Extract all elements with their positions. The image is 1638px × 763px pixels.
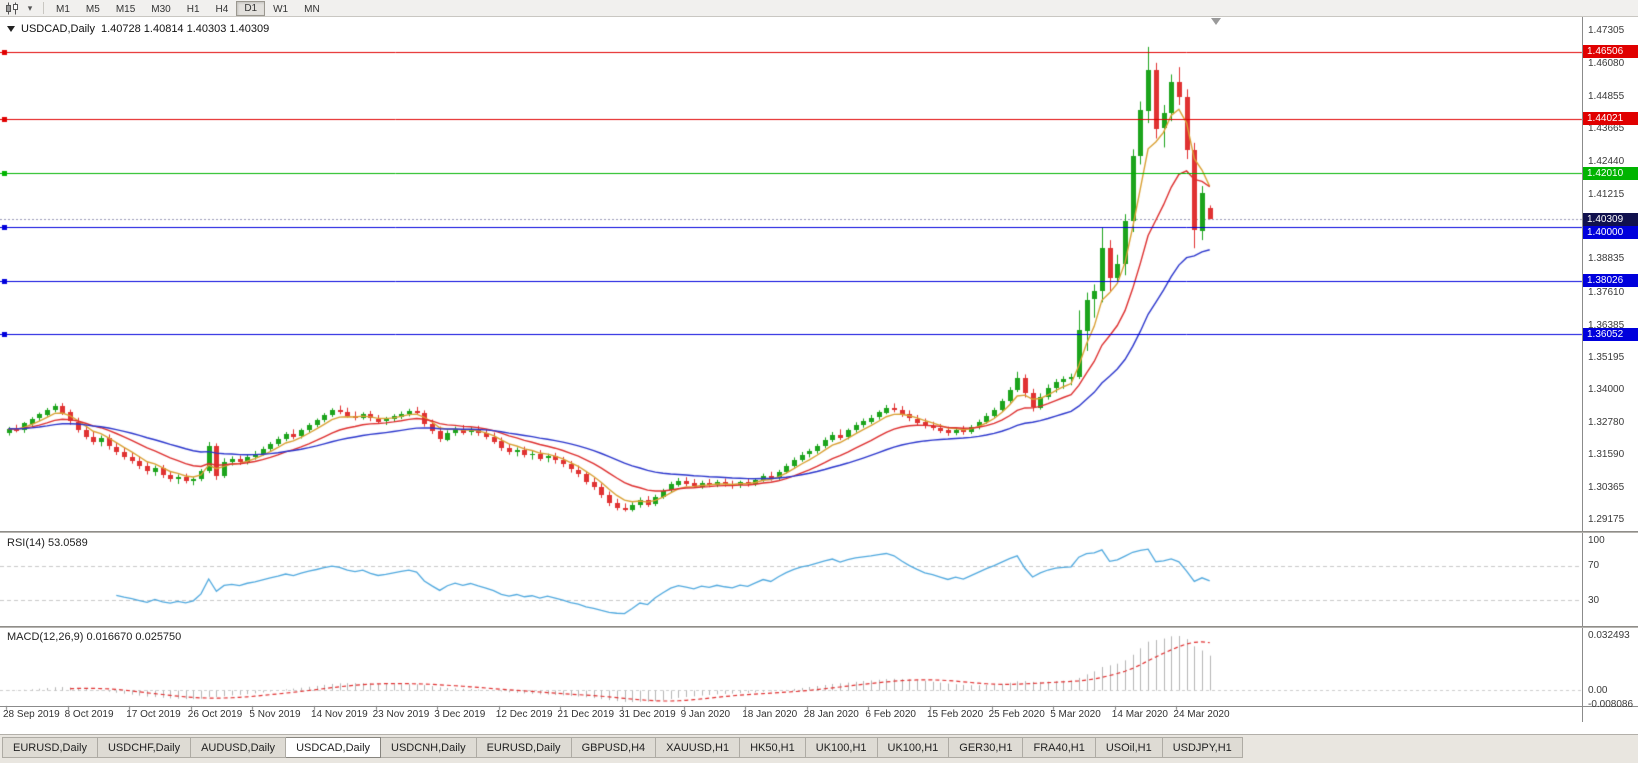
chart-tabbar: EURUSD,Daily USDCHF,Daily AUDUSD,Daily USDC… xyxy=(0,734,1638,763)
timeframe-button-mn[interactable]: MN xyxy=(304,3,320,15)
time-axis-label: 25 Feb 2020 xyxy=(988,709,1045,720)
timeframe-button-m1[interactable]: M1 xyxy=(56,3,70,15)
chart-tab[interactable]: AUDUSD,Daily xyxy=(191,737,287,758)
time-axis-label: 5 Mar 2020 xyxy=(1050,709,1101,720)
chart-header: USDCAD,Daily 1.40728 1.40814 1.40303 1.4… xyxy=(7,23,269,35)
time-axis-label: 14 Mar 2020 xyxy=(1111,709,1168,720)
price-axis-label: 1.31590 xyxy=(1588,449,1625,461)
price-level-badge: 1.46506 xyxy=(1583,45,1638,59)
chart-tab[interactable]: XAUUSD,H1 xyxy=(656,737,741,758)
timeframe-button-m15[interactable]: M15 xyxy=(115,3,136,15)
chart-tab[interactable]: USOil,H1 xyxy=(1095,737,1163,758)
chart-symbol-period: USDCAD,Daily xyxy=(21,23,95,35)
price-axis-label: 1.32780 xyxy=(1588,417,1625,429)
time-axis-label: 21 Dec 2019 xyxy=(557,709,615,720)
time-axis-label: 26 Oct 2019 xyxy=(187,709,243,720)
time-axis-label: 28 Sep 2019 xyxy=(3,709,60,720)
chart-tab[interactable]: HK50,H1 xyxy=(740,737,806,758)
price-axis-label: 1.42440 xyxy=(1588,155,1625,167)
price-scale[interactable] xyxy=(1582,17,1638,722)
bid-price-badge: 1.40309 xyxy=(1583,212,1638,226)
price-axis-label: 1.29175 xyxy=(1588,514,1625,526)
pane-splitter-rsi[interactable] xyxy=(0,531,1638,533)
price-axis-label: 1.35195 xyxy=(1588,351,1625,363)
timeframe-button-m30[interactable]: M30 xyxy=(151,3,171,15)
price-axis-label: 1.46080 xyxy=(1588,57,1625,69)
price-axis-label: 1.30365 xyxy=(1588,482,1625,494)
timeframe-toolbar: ▾ M1 M5 M15 M30 H1 H4 D1 W1 MN xyxy=(0,0,1638,17)
rsi-scale-label: 70 xyxy=(1588,560,1600,572)
toolbar-separator xyxy=(43,2,44,14)
time-axis-label: 6 Feb 2020 xyxy=(865,709,916,720)
chart-tab[interactable]: UK100,H1 xyxy=(805,737,878,758)
price-axis-label: 1.36385 xyxy=(1588,319,1625,331)
price-axis-label: 1.34000 xyxy=(1588,384,1625,396)
price-level-badge: 1.42010 xyxy=(1583,166,1638,180)
time-axis-label: 24 Mar 2020 xyxy=(1173,709,1230,720)
chart-ohlc-values: 1.40728 1.40814 1.40303 1.40309 xyxy=(100,23,270,35)
chart-tab[interactable]: USDCAD,Daily xyxy=(286,737,382,758)
price-axis-label: 1.47305 xyxy=(1588,24,1625,36)
price-axis-label: 1.43665 xyxy=(1588,122,1625,134)
time-axis-label: 15 Feb 2020 xyxy=(927,709,984,720)
time-axis-label: 14 Nov 2019 xyxy=(311,709,368,720)
price-axis-label: 1.41215 xyxy=(1588,189,1625,201)
timeframe-dropdown-caret-icon[interactable]: ▾ xyxy=(27,2,33,13)
price-axis-label: 1.37610 xyxy=(1588,286,1625,298)
chart-tab[interactable]: USDJPY,H1 xyxy=(1162,737,1243,758)
chart-type-icon[interactable] xyxy=(3,1,21,16)
pane-splitter-macd[interactable] xyxy=(0,626,1638,628)
rsi-scale-label: 100 xyxy=(1588,534,1605,546)
time-axis-border xyxy=(0,706,1638,707)
chart-tab[interactable]: USDCNH,Daily xyxy=(381,737,477,758)
price-axis-label: 1.38835 xyxy=(1588,253,1625,265)
price-level-badge: 1.44021 xyxy=(1583,112,1638,126)
chart-tab[interactable]: FRA40,H1 xyxy=(1023,737,1096,758)
chart-tab[interactable]: GER30,H1 xyxy=(949,737,1024,758)
price-axis-label: 1.44855 xyxy=(1588,90,1625,102)
time-axis-label: 17 Oct 2019 xyxy=(126,709,181,720)
timeframe-buttons-group: M1 M5 M15 M30 H1 H4 D1 W1 MN xyxy=(48,0,328,16)
chart-tab[interactable]: EURUSD,Daily xyxy=(476,737,572,758)
time-axis-label: 28 Jan 2020 xyxy=(803,709,859,720)
chart-tab[interactable]: EURUSD,Daily xyxy=(2,737,98,758)
chart-tab[interactable]: UK100,H1 xyxy=(877,737,950,758)
chart-menu-caret-icon[interactable] xyxy=(7,26,15,32)
time-axis-label: 31 Dec 2019 xyxy=(619,709,676,720)
time-axis-label: 9 Jan 2020 xyxy=(680,709,731,720)
price-level-badge: 1.38026 xyxy=(1583,274,1638,288)
macd-scale-label: 0.032493 xyxy=(1588,630,1630,641)
macd-scale-label: 0.00 xyxy=(1588,684,1608,696)
chart-shift-marker-icon[interactable] xyxy=(1211,18,1221,25)
chart-tab[interactable]: USDCHF,Daily xyxy=(97,737,192,758)
macd-label: MACD(12,26,9) 0.016670 0.025750 xyxy=(7,631,182,643)
time-axis-label: 18 Jan 2020 xyxy=(742,709,798,720)
macd-scale-label: -0.008086 xyxy=(1588,698,1634,710)
time-axis-label: 5 Nov 2019 xyxy=(249,709,301,720)
timeframe-button-w1[interactable]: W1 xyxy=(273,3,289,15)
timeframe-button-d1[interactable]: D1 xyxy=(236,0,266,16)
timeframe-button-m5[interactable]: M5 xyxy=(85,3,100,15)
time-axis-label: 8 Oct 2019 xyxy=(64,709,114,720)
rsi-scale-label: 30 xyxy=(1588,594,1600,606)
time-axis-label: 3 Dec 2019 xyxy=(434,709,486,720)
time-axis-label: 23 Nov 2019 xyxy=(372,709,430,720)
chart-tab[interactable]: GBPUSD,H4 xyxy=(571,737,657,758)
price-level-badge: 1.36052 xyxy=(1583,327,1638,341)
timeframe-button-h1[interactable]: H1 xyxy=(186,3,200,15)
time-axis-label: 12 Dec 2019 xyxy=(495,709,553,720)
price-level-badge: 1.40000 xyxy=(1583,225,1638,239)
timeframe-button-h4[interactable]: H4 xyxy=(215,3,229,15)
rsi-label: RSI(14) 53.0589 xyxy=(7,537,88,549)
